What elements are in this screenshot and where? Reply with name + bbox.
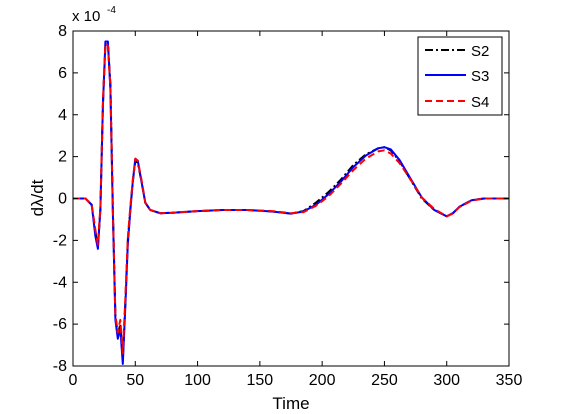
legend-label-s4: S4 [471,94,489,111]
legend: S2 S3 S4 [417,36,503,116]
legend-label-s2: S2 [471,43,489,60]
y-tick-label: 2 [58,149,67,166]
y-tick-label: 4 [58,107,67,124]
x-tick-label: 100 [184,372,211,389]
y-tick-label: 6 [58,65,67,82]
series-layer [73,40,509,365]
x-tick-label: 250 [371,372,398,389]
y-tick-label: -2 [53,232,67,249]
y-scale-exponent: -4 [107,5,116,16]
y-tick-label: -6 [53,316,67,333]
x-tick-label: 50 [126,372,144,389]
x-tick-label: 350 [496,372,523,389]
ticks-layer: 0 50 100 150 200 250 300 350 -8 -6 -4 -2 0 2 4 6 8 [53,23,523,389]
y-tick-label: 0 [58,191,67,208]
x-tick-label: 150 [247,372,274,389]
y-tick-label: 8 [58,23,67,40]
y-scale-label: x 10 [72,8,100,25]
y-axis-label: dλ/dt [28,179,47,216]
x-tick-label: 0 [69,372,78,389]
x-tick-label: 200 [309,372,336,389]
x-tick-label: 300 [433,372,460,389]
y-tick-label: -8 [53,358,67,375]
legend-label-s3: S3 [471,68,489,85]
y-tick-label: -4 [53,274,67,291]
x-axis-label: Time [272,394,309,413]
